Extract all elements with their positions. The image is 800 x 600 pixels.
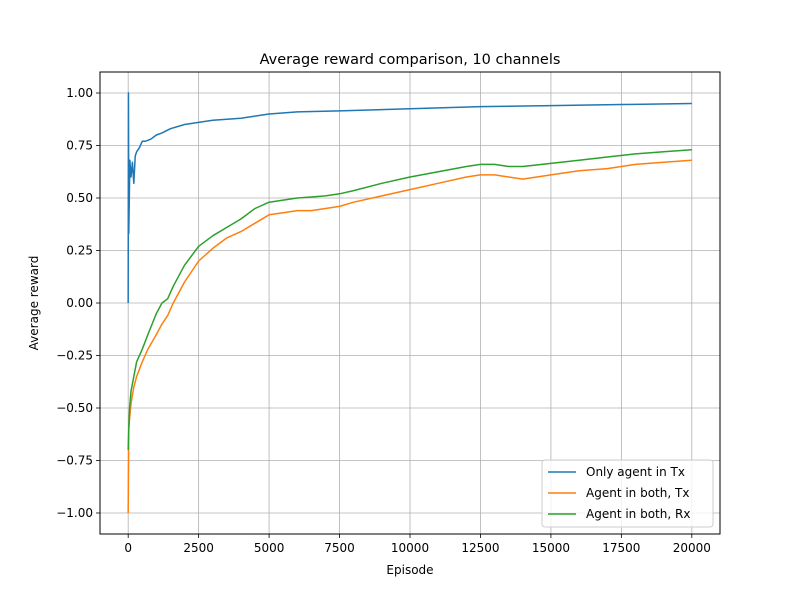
y-tick-label: −0.75 (56, 454, 93, 468)
legend: Only agent in Tx Agent in both, Tx Agent i… (541, 459, 714, 528)
x-tick-label: 7500 (324, 541, 355, 555)
x-axis-label: Episode (386, 563, 433, 577)
x-tick-label: 5000 (254, 541, 285, 555)
y-tick-label: 1.00 (66, 86, 93, 100)
x-axis-ticks: 0 2500 5000 7500 10000 12500 15000 17500 20000 (124, 534, 711, 555)
x-tick-label: 0 (124, 541, 132, 555)
x-tick-label: 20000 (673, 541, 711, 555)
x-tick-label: 10000 (391, 541, 429, 555)
y-axis-label: Average reward (27, 256, 41, 351)
legend-label-2: Agent in both, Tx (586, 486, 689, 500)
series-line-3 (127, 148, 692, 451)
y-tick-label: 0.00 (66, 296, 93, 310)
x-tick-label: 2500 (183, 541, 214, 555)
series-line-1 (127, 92, 692, 304)
y-tick-label: 0.25 (66, 244, 93, 258)
y-tick-label: −0.50 (56, 401, 93, 415)
y-axis-ticks: −1.00 −0.75 −0.50 −0.25 0.00 0.25 0.50 0.75 1.00 (56, 86, 100, 520)
legend-label-3: Agent in both, Rx (586, 507, 690, 521)
legend-box (541, 459, 714, 528)
series-line-2 (127, 159, 692, 514)
x-tick-label: 15000 (532, 541, 570, 555)
y-tick-label: 0.50 (66, 191, 93, 205)
x-tick-label: 12500 (461, 541, 499, 555)
chart-title: Average reward comparison, 10 channels (260, 52, 561, 68)
series-lines (127, 92, 692, 514)
x-tick-label: 17500 (602, 541, 640, 555)
legend-label-1: Only agent in Tx (586, 465, 685, 479)
y-tick-label: 0.75 (66, 139, 93, 153)
y-tick-label: −0.25 (56, 349, 93, 363)
y-tick-label: −1.00 (56, 506, 93, 520)
